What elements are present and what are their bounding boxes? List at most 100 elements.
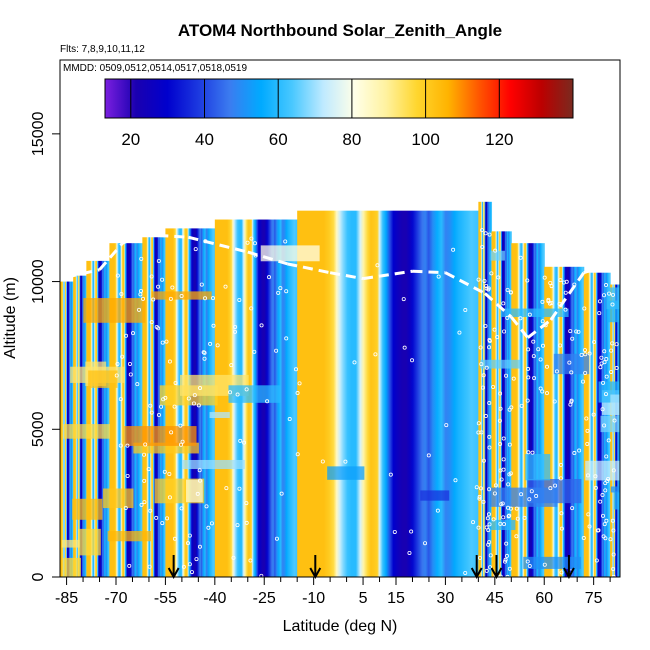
sample-point	[388, 472, 393, 477]
data-band	[209, 412, 230, 419]
sample-point	[487, 565, 492, 570]
sample-point	[527, 564, 532, 569]
sample-point	[522, 515, 527, 520]
sample-point	[124, 333, 129, 338]
sample-point	[505, 315, 510, 320]
sample-point	[142, 452, 147, 457]
sample-point	[202, 356, 207, 361]
sample-point	[237, 297, 242, 302]
sample-point	[576, 329, 581, 334]
sample-point	[484, 365, 489, 370]
sample-point	[249, 306, 254, 311]
sample-point	[276, 290, 281, 295]
sample-point	[167, 495, 172, 500]
sample-point	[506, 482, 511, 487]
sample-point	[164, 339, 169, 344]
sample-point	[610, 518, 615, 523]
sample-point	[457, 330, 462, 335]
sample-point	[519, 403, 524, 408]
sample-point	[127, 361, 132, 366]
x-tick-label: -40	[203, 590, 226, 607]
sample-point	[610, 292, 615, 297]
sample-point	[498, 468, 503, 473]
x-tick-label: -25	[253, 590, 276, 607]
sample-point	[525, 398, 530, 403]
sample-point	[489, 271, 494, 276]
sample-point	[609, 348, 614, 353]
sample-point	[228, 390, 233, 395]
sample-point	[142, 478, 147, 483]
sample-point	[167, 471, 172, 476]
sample-point	[581, 536, 586, 541]
sample-point	[197, 544, 202, 549]
sample-point	[502, 329, 507, 334]
sample-point	[487, 434, 492, 439]
flight-leg-trace	[329, 271, 364, 281]
sample-point	[507, 513, 512, 518]
sample-point	[320, 459, 325, 464]
sample-point	[478, 555, 483, 560]
data-band	[480, 359, 521, 369]
sample-point	[530, 450, 535, 455]
sample-point	[481, 373, 486, 378]
sample-point	[501, 436, 506, 441]
sample-point	[487, 540, 492, 545]
x-tick-label: -85	[55, 590, 78, 607]
sample-point	[611, 468, 616, 473]
data-band	[185, 479, 203, 503]
sample-point	[602, 293, 607, 298]
sample-point	[476, 421, 481, 426]
sample-point	[402, 345, 407, 350]
sample-point	[477, 494, 482, 499]
sample-point	[487, 232, 492, 237]
sample-point	[525, 559, 530, 564]
y-tick-label: 10000	[30, 259, 47, 304]
sample-point	[603, 392, 608, 397]
sample-point	[484, 286, 489, 291]
flight-leg-trace	[412, 269, 446, 275]
sample-point	[194, 557, 199, 562]
sample-point	[542, 275, 547, 280]
sample-point	[209, 521, 214, 526]
sample-point	[181, 564, 186, 569]
x-tick-label: 5	[359, 590, 368, 607]
colorbar-tick-label: 20	[121, 130, 140, 149]
sample-point	[486, 512, 491, 517]
sample-point	[587, 524, 592, 529]
sample-point	[540, 389, 545, 394]
sample-point	[125, 473, 130, 478]
sample-point	[610, 341, 615, 346]
sample-point	[504, 553, 509, 558]
sample-point	[211, 323, 216, 328]
sample-point	[189, 570, 194, 575]
sample-point	[208, 341, 213, 346]
sample-point	[501, 515, 506, 520]
sample-point	[518, 316, 523, 321]
sample-point	[149, 274, 154, 279]
sample-point	[476, 525, 481, 530]
coverage-column	[511, 243, 545, 577]
sample-point	[594, 558, 599, 563]
sample-point	[259, 573, 264, 577]
sample-point	[568, 329, 573, 334]
sample-point	[593, 485, 598, 490]
sample-point	[486, 286, 491, 291]
sample-point	[252, 241, 257, 246]
flight-leg-trace	[483, 292, 513, 319]
sample-point	[139, 256, 144, 261]
sample-point	[274, 348, 279, 353]
y-axis: 0 5000 10000 15000	[30, 112, 60, 581]
sample-point	[483, 231, 488, 236]
sample-point	[154, 515, 159, 520]
flight-leg-trace	[526, 318, 552, 339]
flights-subtitle: Flts: 7,8,9,10,11,12	[60, 44, 145, 55]
sample-point	[499, 502, 504, 507]
sample-point	[499, 477, 504, 482]
sample-point	[515, 516, 520, 521]
sample-point	[170, 285, 175, 290]
sample-point	[178, 423, 183, 428]
sample-point	[186, 396, 191, 401]
sample-point	[602, 423, 607, 428]
sample-point	[293, 367, 298, 372]
